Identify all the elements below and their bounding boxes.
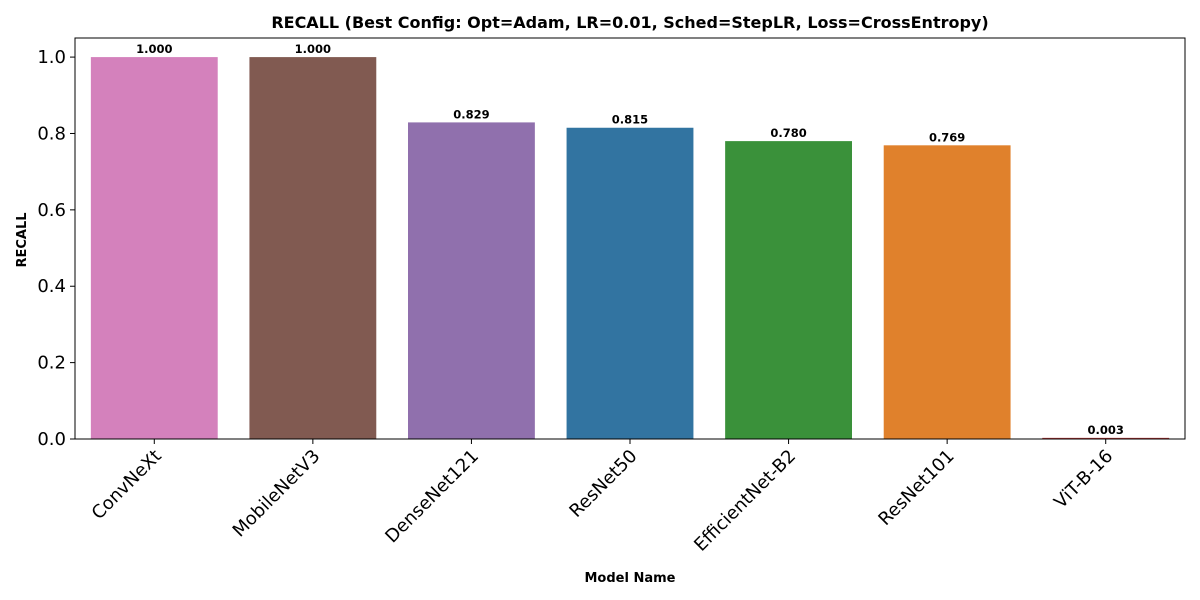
- x-tick-label: DenseNet121: [381, 446, 483, 548]
- x-tick-label: ViT-B-16: [1050, 446, 1117, 513]
- y-tick-label: 0.2: [37, 353, 66, 374]
- bar-efficientnet-b2: [725, 141, 852, 439]
- data-label: 0.780: [770, 126, 806, 140]
- x-axis: ConvNeXt MobileNetV3 DenseNet121 ResNet50 Ef…: [88, 439, 1117, 556]
- x-axis-label: Model Name: [585, 571, 676, 586]
- y-tick-label: 0.8: [37, 123, 66, 144]
- plot-area: 1.000 1.000 0.829 0.815 0.780 0.769 0.003: [90, 42, 1170, 440]
- bar-densenet121: [408, 122, 535, 440]
- bar-resnet50: [566, 127, 694, 439]
- bar-resnet101: [883, 145, 1011, 439]
- bar-mobilenetv3: [249, 57, 377, 439]
- x-tick-label: EfficientNet-B2: [690, 446, 800, 556]
- x-tick-label: ResNet101: [874, 446, 958, 530]
- data-label: 0.769: [929, 130, 965, 144]
- bar-vit-b-16: [1042, 437, 1170, 439]
- data-label: 1.000: [136, 42, 172, 56]
- x-tick-label: ConvNeXt: [88, 446, 166, 524]
- bar-convnext: [90, 57, 218, 439]
- chart-title: RECALL (Best Config: Opt=Adam, LR=0.01, …: [271, 13, 988, 32]
- y-tick-label: 0.6: [37, 200, 66, 221]
- x-tick-label: ResNet50: [565, 446, 641, 522]
- x-tick-label: MobileNetV3: [229, 446, 325, 542]
- y-tick-label: 0.0: [37, 429, 66, 450]
- data-label: 0.815: [612, 113, 648, 127]
- data-label: 0.829: [453, 107, 489, 121]
- y-axis: 0.0 0.2 0.4 0.6 0.8 1.0: [37, 47, 75, 450]
- y-tick-label: 1.0: [37, 47, 66, 68]
- y-tick-label: 0.4: [37, 276, 66, 297]
- data-label: 1.000: [295, 42, 331, 56]
- data-label: 0.003: [1088, 423, 1124, 437]
- y-axis-label: RECALL: [15, 212, 30, 267]
